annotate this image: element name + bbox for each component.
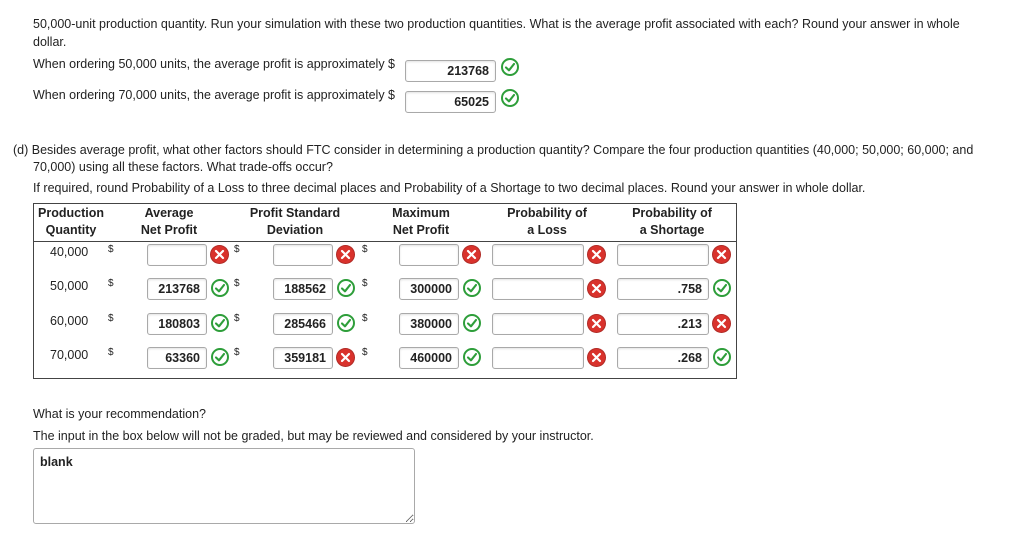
short-input[interactable] — [617, 244, 709, 266]
header-profit-std-dev: Profit Standard Deviation — [249, 206, 341, 237]
std-input[interactable]: 285466 — [273, 313, 333, 335]
dollar-sign: $ — [234, 278, 240, 289]
red-x-icon — [337, 349, 354, 366]
q50-label: When ordering 50,000 units, the average … — [33, 57, 396, 71]
loss-input[interactable] — [492, 244, 584, 266]
dollar-sign: $ — [234, 313, 240, 324]
header-average-net-profit: Average Net Profit — [140, 206, 198, 237]
quantity-cell: 60,000 — [50, 314, 89, 328]
avg-input[interactable]: 180803 — [147, 313, 207, 335]
quantity-cell: 50,000 — [50, 279, 89, 293]
recommendation-note: The input in the box below will not be g… — [33, 429, 594, 443]
dollar-sign: $ — [362, 347, 368, 358]
red-x-icon — [588, 280, 605, 297]
red-x-icon — [463, 246, 480, 263]
q50-answer-input[interactable]: 213768 — [405, 60, 496, 82]
red-x-icon — [713, 246, 730, 263]
red-x-icon — [588, 349, 605, 366]
dollar-sign: $ — [362, 244, 368, 255]
max-input[interactable]: 460000 — [399, 347, 459, 369]
dollar-sign: $ — [234, 347, 240, 358]
std-input[interactable]: 188562 — [273, 278, 333, 300]
comparison-table — [33, 203, 737, 379]
part-d-text-line1: (d) Besides average profit, what other f… — [13, 143, 974, 157]
red-x-icon — [713, 315, 730, 332]
green-check-icon — [713, 279, 731, 297]
loss-input[interactable] — [492, 278, 584, 300]
header-production-quantity: Production Quantity — [38, 206, 104, 237]
quantity-cell: 40,000 — [50, 245, 89, 259]
quantity-cell: 70,000 — [50, 348, 89, 362]
recommendation-question: What is your recommendation? — [33, 407, 206, 421]
header-maximum-net-profit: Maximum Net Profit — [392, 206, 450, 237]
green-check-icon — [211, 348, 229, 366]
red-x-icon — [211, 246, 228, 263]
question-text-line2: dollar. — [33, 35, 67, 49]
avg-input[interactable]: 213768 — [147, 278, 207, 300]
max-input[interactable]: 380000 — [399, 313, 459, 335]
q70-answer-input[interactable]: 65025 — [405, 91, 496, 113]
short-input[interactable]: .268 — [617, 347, 709, 369]
red-x-icon — [337, 246, 354, 263]
dollar-sign: $ — [108, 313, 114, 324]
dollar-sign: $ — [108, 278, 114, 289]
part-d-text-line2: 70,000) using all these factors. What tr… — [33, 160, 333, 174]
dollar-sign: $ — [108, 347, 114, 358]
avg-input[interactable]: 63360 — [147, 347, 207, 369]
loss-input[interactable] — [492, 313, 584, 335]
max-input[interactable]: 300000 — [399, 278, 459, 300]
short-input[interactable]: .213 — [617, 313, 709, 335]
green-check-icon — [713, 348, 731, 366]
red-x-icon — [588, 315, 605, 332]
rounding-instruction: If required, round Probability of a Loss… — [33, 181, 866, 195]
dollar-sign: $ — [362, 278, 368, 289]
std-input[interactable]: 359181 — [273, 347, 333, 369]
q70-label: When ordering 70,000 units, the average … — [33, 88, 396, 102]
green-check-icon — [211, 314, 229, 332]
short-input[interactable]: .758 — [617, 278, 709, 300]
green-check-icon — [463, 348, 481, 366]
green-check-icon — [337, 279, 355, 297]
question-text-line1: 50,000-unit production quantity. Run you… — [33, 17, 960, 31]
green-check-icon — [463, 314, 481, 332]
std-input[interactable] — [273, 244, 333, 266]
dollar-sign: $ — [234, 244, 240, 255]
green-check-icon — [211, 279, 229, 297]
avg-input[interactable] — [147, 244, 207, 266]
max-input[interactable] — [399, 244, 459, 266]
header-probability-shortage: Probability of a Shortage — [632, 206, 712, 237]
header-probability-loss: Probability of a Loss — [507, 206, 587, 237]
loss-input[interactable] — [492, 347, 584, 369]
green-check-icon — [501, 89, 519, 107]
dollar-sign: $ — [108, 244, 114, 255]
green-check-icon — [463, 279, 481, 297]
green-check-icon — [337, 314, 355, 332]
green-check-icon — [501, 58, 519, 76]
dollar-sign: $ — [362, 313, 368, 324]
recommendation-textarea[interactable] — [33, 448, 415, 524]
red-x-icon — [588, 246, 605, 263]
